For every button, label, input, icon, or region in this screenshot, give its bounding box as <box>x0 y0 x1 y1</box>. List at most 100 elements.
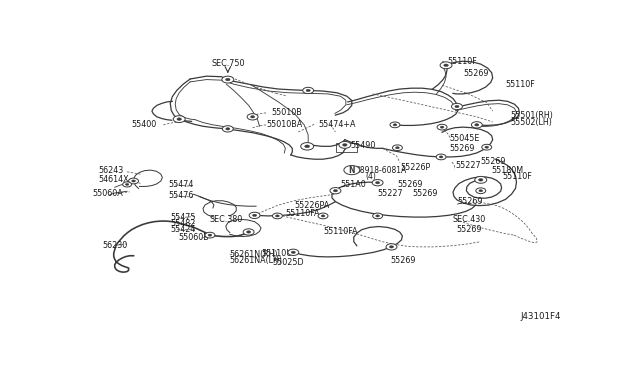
Text: 55474: 55474 <box>168 180 194 189</box>
Circle shape <box>475 176 487 183</box>
Circle shape <box>436 154 446 160</box>
Circle shape <box>321 215 325 217</box>
Text: 55269: 55269 <box>463 69 488 78</box>
Text: 55227: 55227 <box>455 161 481 170</box>
Text: 55476: 55476 <box>168 191 194 201</box>
Text: 55474+A: 55474+A <box>318 121 356 129</box>
Circle shape <box>305 145 310 148</box>
Circle shape <box>173 116 185 122</box>
Circle shape <box>485 146 488 148</box>
Text: 55226PA: 55226PA <box>294 201 330 209</box>
Text: 56261NA(LH): 56261NA(LH) <box>230 256 283 264</box>
Text: 55269: 55269 <box>457 197 483 206</box>
Circle shape <box>440 62 452 69</box>
Text: 55060B: 55060B <box>178 234 209 243</box>
Text: 551A0: 551A0 <box>340 180 365 189</box>
Text: 55227: 55227 <box>378 189 403 198</box>
Text: 55045E: 55045E <box>449 134 480 143</box>
Text: 55502(LH): 55502(LH) <box>511 118 552 127</box>
Circle shape <box>243 229 254 235</box>
Circle shape <box>372 180 383 186</box>
Text: (4): (4) <box>365 173 376 182</box>
Circle shape <box>208 234 212 236</box>
Circle shape <box>247 114 258 120</box>
Text: 55110F: 55110F <box>502 173 532 182</box>
Circle shape <box>440 126 444 128</box>
Text: 55110U: 55110U <box>261 248 292 258</box>
Circle shape <box>479 179 483 181</box>
Circle shape <box>125 183 129 185</box>
Circle shape <box>250 116 255 118</box>
Circle shape <box>132 180 136 182</box>
Circle shape <box>249 212 260 218</box>
Text: 55025D: 55025D <box>273 259 304 267</box>
Circle shape <box>222 126 233 132</box>
Text: 55482: 55482 <box>170 219 196 228</box>
Text: 55269: 55269 <box>412 189 438 198</box>
Circle shape <box>471 122 483 128</box>
Circle shape <box>123 182 132 187</box>
Text: 55060A: 55060A <box>92 189 123 198</box>
Circle shape <box>306 89 310 92</box>
Text: SEC.380: SEC.380 <box>210 215 243 224</box>
Circle shape <box>376 182 380 184</box>
Circle shape <box>276 215 279 217</box>
Circle shape <box>451 103 463 110</box>
Circle shape <box>342 144 347 146</box>
Text: 55180M: 55180M <box>492 166 524 174</box>
Circle shape <box>177 118 182 121</box>
Circle shape <box>444 64 448 67</box>
Circle shape <box>226 128 230 130</box>
Circle shape <box>372 213 383 219</box>
Text: 55501(RH): 55501(RH) <box>511 111 554 120</box>
Text: 56230: 56230 <box>103 241 128 250</box>
Circle shape <box>390 122 400 128</box>
Circle shape <box>205 232 215 238</box>
Text: 55269: 55269 <box>449 144 475 153</box>
Text: 55010B: 55010B <box>271 108 301 117</box>
Circle shape <box>393 124 397 126</box>
Circle shape <box>439 156 443 158</box>
Text: SEC.750: SEC.750 <box>211 59 244 68</box>
Text: 08918-6081A: 08918-6081A <box>356 166 407 174</box>
Text: 56243: 56243 <box>99 166 124 174</box>
Circle shape <box>479 190 483 192</box>
Text: 55269: 55269 <box>390 256 416 264</box>
Circle shape <box>253 214 257 217</box>
Circle shape <box>475 124 479 126</box>
Text: 56261N(RH): 56261N(RH) <box>230 250 278 259</box>
Circle shape <box>482 144 492 150</box>
Circle shape <box>288 249 299 256</box>
Circle shape <box>330 187 341 194</box>
Circle shape <box>392 145 403 151</box>
Circle shape <box>129 178 138 184</box>
Text: 55269: 55269 <box>397 180 423 189</box>
Circle shape <box>339 141 351 148</box>
Text: 55490: 55490 <box>350 141 376 150</box>
Circle shape <box>301 142 314 150</box>
Circle shape <box>222 76 234 83</box>
Text: 55110F: 55110F <box>447 57 477 66</box>
Circle shape <box>246 231 251 233</box>
Text: 55400: 55400 <box>132 121 157 129</box>
Circle shape <box>437 124 447 130</box>
Text: 55110F: 55110F <box>506 80 535 89</box>
Circle shape <box>386 244 397 250</box>
Circle shape <box>303 87 314 94</box>
Text: N: N <box>349 166 355 174</box>
Text: 55110FA: 55110FA <box>286 209 321 218</box>
Circle shape <box>273 213 282 219</box>
Circle shape <box>344 166 360 175</box>
Circle shape <box>376 215 380 217</box>
Circle shape <box>476 188 486 193</box>
Text: 55010BA: 55010BA <box>266 121 302 129</box>
Circle shape <box>225 78 230 81</box>
Circle shape <box>291 251 295 253</box>
Text: SEC.430: SEC.430 <box>453 215 486 224</box>
Text: 55475: 55475 <box>170 214 196 222</box>
Text: 55269: 55269 <box>456 225 481 234</box>
Text: 55226P: 55226P <box>401 163 431 172</box>
Text: 55269: 55269 <box>481 157 506 166</box>
Text: 55110FA: 55110FA <box>323 227 358 236</box>
Circle shape <box>455 105 459 108</box>
